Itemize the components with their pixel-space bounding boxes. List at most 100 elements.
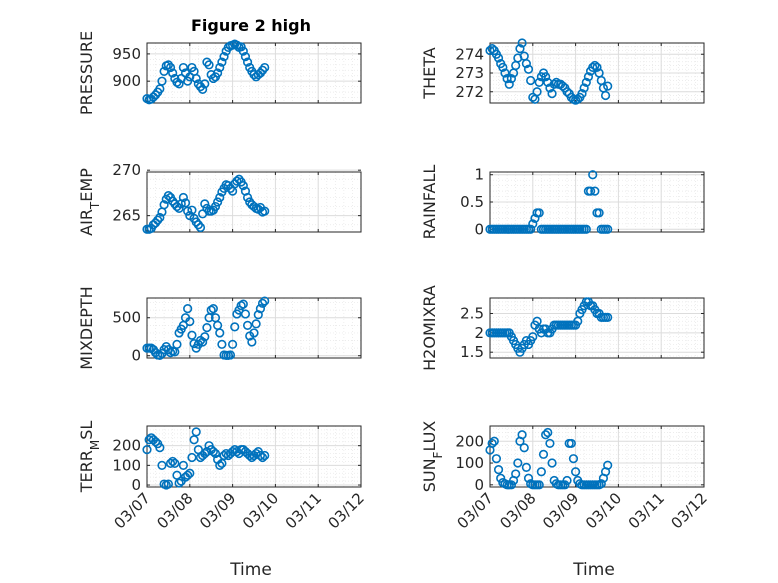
x-tick-label: 03/10 <box>239 489 282 532</box>
data-point <box>228 339 238 349</box>
chart-title: Figure 2 high <box>191 16 311 35</box>
data-point <box>566 438 576 449</box>
data-point <box>596 479 606 489</box>
data-point <box>528 332 538 342</box>
x-tick-label: 03/12 <box>668 489 711 532</box>
plot-border <box>146 425 362 488</box>
data-point <box>603 460 613 470</box>
data-point <box>236 42 246 52</box>
data-point <box>588 170 598 180</box>
data-point <box>487 438 497 449</box>
data-point <box>150 437 161 447</box>
data-point <box>242 57 253 67</box>
data-point <box>142 445 152 455</box>
data-point <box>191 73 201 84</box>
data-point <box>523 64 534 74</box>
data-point <box>526 75 536 86</box>
data-point <box>240 52 251 62</box>
data-point <box>493 464 504 475</box>
data-point <box>236 300 246 311</box>
data-point <box>225 350 236 360</box>
data-point <box>174 478 184 488</box>
data-point <box>208 304 218 314</box>
data-point <box>570 467 581 477</box>
y-tick-label: 200 <box>112 437 141 455</box>
data-point <box>504 79 514 89</box>
y-tick-label: 500 <box>112 309 141 327</box>
data-point <box>532 87 542 97</box>
panel-sun-flux: 0 100 200 SUNFLUX 03/07 03/08 03/09 03/10 03/11 0… <box>420 421 711 533</box>
plot-border <box>146 297 362 359</box>
y-tick-label: 1 <box>474 166 484 184</box>
data-point <box>534 480 544 490</box>
data-point <box>230 322 240 332</box>
data-point <box>210 201 221 212</box>
y-axis-label: TERRMSL <box>77 421 102 494</box>
data-point <box>170 458 180 468</box>
data-point <box>493 53 504 63</box>
data-point <box>592 62 602 72</box>
x-tick-label: 03/12 <box>325 489 368 532</box>
data-point <box>178 192 188 203</box>
data-point <box>174 203 184 213</box>
data-point <box>178 62 188 73</box>
data-point <box>159 66 169 76</box>
data-point <box>511 469 521 479</box>
data-point <box>247 337 257 347</box>
data-point <box>603 224 613 234</box>
data-point <box>195 222 206 233</box>
y-axis-label: PRESSURE <box>77 31 96 115</box>
data-point <box>583 72 594 82</box>
plot-area <box>146 297 362 359</box>
data-point <box>200 332 210 342</box>
data-point <box>255 450 266 461</box>
data-point <box>543 427 553 438</box>
data-point <box>506 480 517 490</box>
x-tick-label: 03/11 <box>282 489 325 532</box>
data-point <box>200 79 210 89</box>
data-point <box>534 208 544 218</box>
data-point <box>260 62 270 73</box>
data-point <box>206 305 216 315</box>
y-axis-label: MIXDEPTH <box>77 286 96 369</box>
data-point <box>536 467 546 477</box>
panel-pressure: 900 950 PRESSURE <box>77 31 362 115</box>
panel-air-temp: 265 270 AIRTEMP <box>77 161 362 236</box>
data-point <box>185 468 195 478</box>
plot-border <box>489 42 705 104</box>
y-tick-label: 270 <box>112 161 141 179</box>
data-point <box>506 74 517 84</box>
data-point <box>541 430 551 440</box>
data-point <box>517 38 527 48</box>
data-point <box>573 94 583 104</box>
data-point <box>185 316 195 327</box>
data-point <box>178 460 188 470</box>
data-point <box>202 323 212 333</box>
plot-border <box>146 42 362 104</box>
data-point <box>590 186 600 196</box>
data-point <box>232 176 242 186</box>
data-point <box>603 312 613 322</box>
data-point <box>187 452 197 463</box>
data-point <box>213 68 223 78</box>
data-point <box>157 460 167 470</box>
y-tick-label: 100 <box>112 456 141 474</box>
data-point <box>251 448 261 459</box>
data-point <box>491 454 502 464</box>
data-point <box>174 79 184 89</box>
x-tick-label: 03/08 <box>153 489 196 532</box>
y-tick-label: 0 <box>131 347 141 365</box>
data-point <box>558 81 568 91</box>
data-point <box>489 436 499 446</box>
y-tick-label: 100 <box>455 454 484 472</box>
data-point <box>210 448 221 459</box>
plot-border <box>146 171 362 233</box>
y-tick-label: 0 <box>474 476 484 494</box>
y-tick-label: 0 <box>131 476 141 494</box>
data-point <box>155 443 165 453</box>
data-point <box>547 458 557 468</box>
data-point <box>515 44 525 54</box>
data-point <box>234 305 244 315</box>
data-point <box>521 59 531 69</box>
